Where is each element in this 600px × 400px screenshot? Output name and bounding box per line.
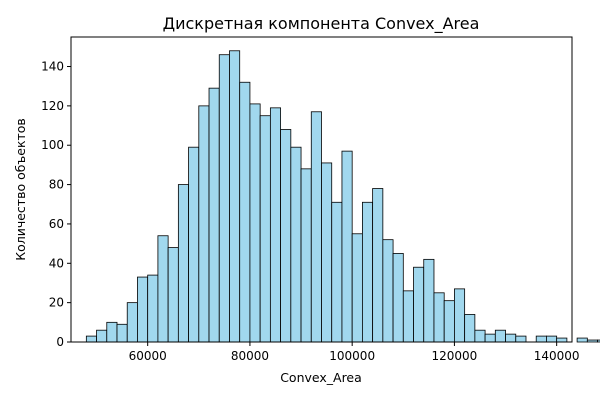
histogram-bar: [382, 239, 394, 343]
y-axis-label: Количество объектов: [13, 118, 28, 261]
histogram-bar: [239, 81, 251, 343]
histogram-bar: [402, 290, 414, 343]
histogram-bar: [505, 333, 517, 343]
y-tick-label: 0: [56, 335, 64, 349]
x-axis: 60000 80000 100000 120000 140000: [129, 342, 580, 363]
histogram-bar: [106, 321, 118, 343]
histogram-bar: [198, 105, 210, 343]
y-axis: 0 20 40 60 80 100 120 140: [41, 60, 71, 349]
histogram-bar: [157, 235, 169, 343]
histogram-bar: [300, 168, 312, 343]
y-tick-label: 120: [41, 99, 64, 113]
x-tick-label: 120000: [432, 349, 478, 363]
histogram-bar: [85, 335, 97, 343]
x-axis-label: Convex_Area: [280, 370, 362, 385]
plot-frame: [70, 36, 573, 343]
histogram-bar: [484, 333, 496, 343]
histogram-bar: [116, 323, 128, 343]
histogram-bar: [167, 247, 179, 343]
chart-title: Дискретная компонента Convex_Area: [163, 14, 480, 34]
histogram-bar: [331, 201, 343, 343]
y-tick-label: 60: [49, 217, 64, 231]
histogram-bar: [218, 54, 230, 343]
histogram-bar: [321, 162, 333, 343]
histogram-bar: [597, 339, 600, 343]
histogram-bar: [126, 302, 138, 343]
histogram-bar: [535, 335, 547, 343]
x-tick-label: 140000: [534, 349, 580, 363]
histogram-bar: [515, 335, 527, 343]
histogram-bar: [372, 188, 384, 343]
histogram-bar: [249, 103, 261, 343]
x-tick-label: 60000: [129, 349, 167, 363]
histogram-bar: [576, 337, 588, 343]
histogram-bar: [310, 111, 322, 343]
histogram-bar: [392, 253, 404, 343]
y-tick-label: 80: [49, 178, 64, 192]
histogram-bar: [413, 266, 425, 343]
histogram-bar: [208, 87, 220, 343]
histogram-bar: [280, 129, 292, 343]
histogram-bar: [546, 335, 558, 343]
histogram-bar: [494, 329, 506, 343]
histogram-bar: [361, 201, 374, 343]
histogram-bar: [341, 150, 353, 343]
histogram-bar: [556, 337, 568, 343]
histogram-bar: [290, 146, 302, 343]
histogram-bar: [96, 329, 108, 343]
histogram-bar: [586, 339, 598, 343]
histogram-bar: [443, 300, 455, 343]
histogram-bar: [351, 233, 363, 343]
histogram-bar: [188, 146, 200, 343]
x-tick-label: 80000: [231, 349, 269, 363]
histogram-bar: [433, 292, 445, 343]
histogram-bar: [259, 115, 271, 343]
histogram-bar: [474, 329, 486, 343]
histogram-bar: [454, 288, 466, 343]
bars-group: [85, 50, 600, 343]
y-tick-label: 20: [49, 296, 64, 310]
y-tick-label: 40: [49, 256, 64, 270]
histogram-bar: [137, 276, 149, 343]
y-tick-label: 140: [41, 60, 64, 74]
histogram-bar: [269, 107, 282, 343]
histogram-bar: [177, 184, 189, 343]
y-tick-label: 100: [41, 138, 64, 152]
x-tick-label: 100000: [329, 349, 375, 363]
histogram-bar: [229, 50, 241, 343]
histogram-bar: [147, 274, 159, 343]
histogram-bar: [423, 258, 435, 343]
histogram-bar: [464, 314, 476, 343]
